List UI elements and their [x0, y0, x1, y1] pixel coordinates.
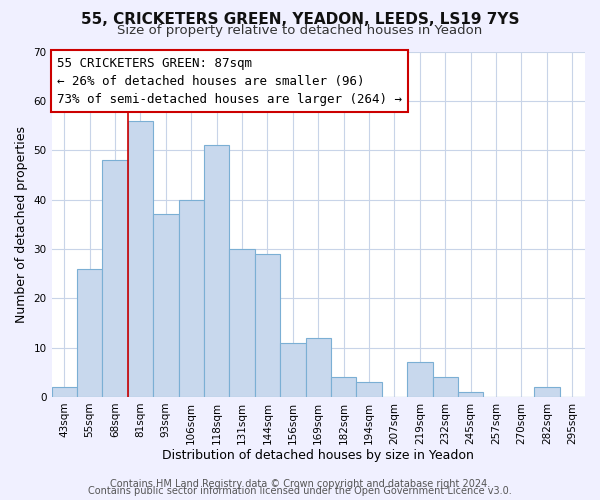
Bar — [229, 249, 255, 397]
Bar — [305, 338, 331, 397]
Bar — [356, 382, 382, 397]
Bar — [280, 342, 305, 397]
X-axis label: Distribution of detached houses by size in Yeadon: Distribution of detached houses by size … — [163, 450, 474, 462]
Bar — [179, 200, 204, 397]
Bar — [128, 120, 153, 397]
Bar — [77, 268, 103, 397]
Bar — [331, 377, 356, 397]
Text: Size of property relative to detached houses in Yeadon: Size of property relative to detached ho… — [118, 24, 482, 37]
Bar — [52, 387, 77, 397]
Bar — [458, 392, 484, 397]
Text: Contains HM Land Registry data © Crown copyright and database right 2024.: Contains HM Land Registry data © Crown c… — [110, 479, 490, 489]
Text: Contains public sector information licensed under the Open Government Licence v3: Contains public sector information licen… — [88, 486, 512, 496]
Bar — [103, 160, 128, 397]
Text: 55, CRICKETERS GREEN, YEADON, LEEDS, LS19 7YS: 55, CRICKETERS GREEN, YEADON, LEEDS, LS1… — [81, 12, 519, 28]
Bar — [204, 146, 229, 397]
Text: 55 CRICKETERS GREEN: 87sqm
← 26% of detached houses are smaller (96)
73% of semi: 55 CRICKETERS GREEN: 87sqm ← 26% of deta… — [57, 56, 402, 106]
Y-axis label: Number of detached properties: Number of detached properties — [15, 126, 28, 322]
Bar — [153, 214, 179, 397]
Bar — [433, 377, 458, 397]
Bar — [534, 387, 560, 397]
Bar — [255, 254, 280, 397]
Bar — [407, 362, 433, 397]
